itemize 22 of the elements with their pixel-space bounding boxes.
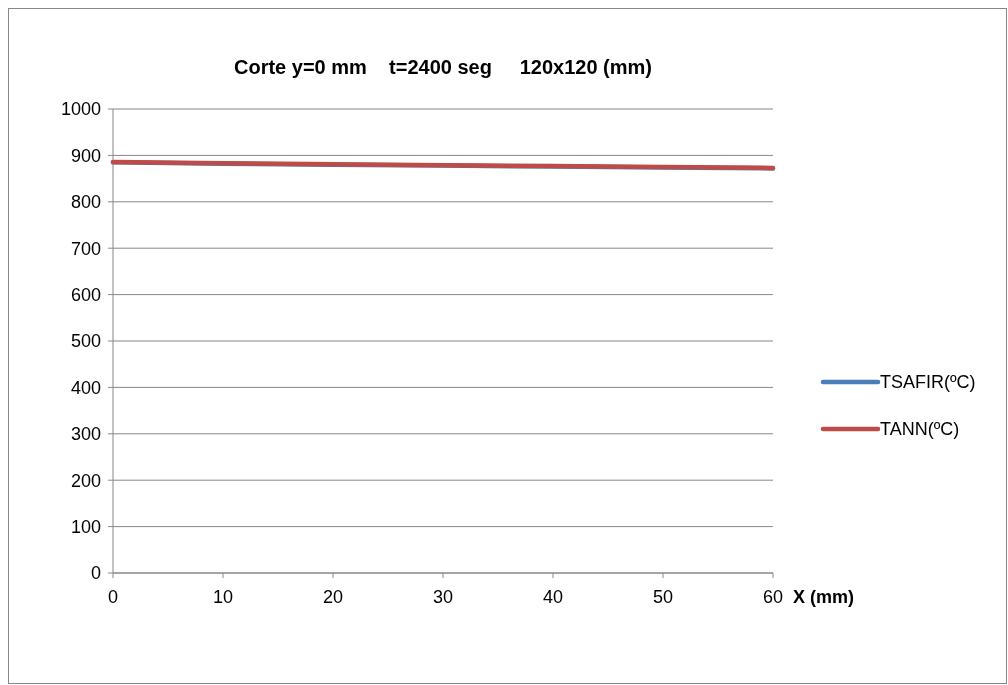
- y-tick-label: 400: [70, 377, 101, 398]
- chart-title: Corte y=0 mm t=2400 seg 120x120 (mm): [234, 56, 652, 78]
- y-tick-label: 100: [70, 516, 101, 537]
- y-tick-label: 900: [70, 145, 101, 166]
- legend-label: TSAFIR(ºC): [880, 372, 976, 393]
- x-tick-label: 20: [322, 587, 344, 607]
- y-tick-label: 0: [90, 563, 101, 584]
- x-tick-label: 30: [432, 587, 454, 607]
- x-tick-label: 50: [652, 587, 674, 607]
- y-tick-label: 200: [70, 470, 101, 491]
- x-tick-label: 60: [762, 587, 784, 607]
- x-tick-label: 0: [107, 587, 119, 607]
- y-tick-label: 500: [70, 331, 101, 352]
- y-tick-label: 1000: [60, 99, 101, 120]
- y-tick-label: 600: [70, 284, 101, 305]
- x-axis-title: X (mm): [793, 587, 855, 607]
- x-tick-label: 40: [542, 587, 564, 607]
- y-tick-label: 800: [70, 192, 101, 213]
- x-tick-label: 10: [212, 587, 234, 607]
- legend-label: TANN(ºC): [880, 419, 960, 440]
- y-tick-label: 700: [70, 238, 101, 259]
- y-tick-label: 300: [70, 424, 101, 445]
